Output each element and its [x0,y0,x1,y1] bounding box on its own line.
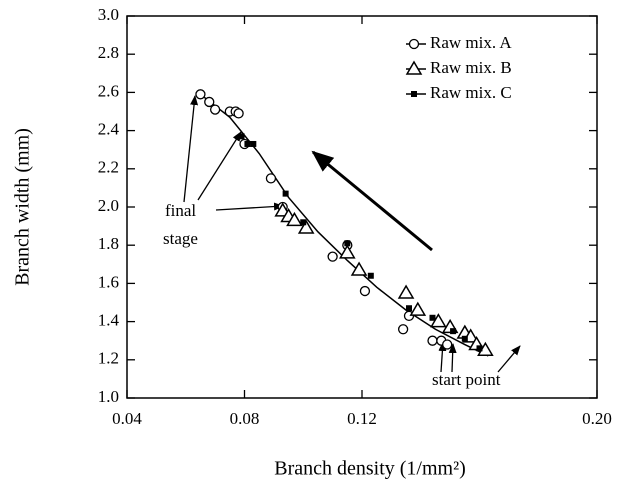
legend-label: Raw mix. C [430,83,512,102]
point [397,324,409,335]
point [238,133,245,140]
x-tick-label: 0.20 [582,409,612,428]
y-tick-label: 1.2 [98,349,119,368]
point [233,108,244,119]
y-tick-label: 2.8 [98,43,119,62]
annotation: final [165,201,196,220]
point [209,104,221,115]
point [300,219,307,226]
point [297,219,315,234]
x-axis-label: Branch density (1/mm²) [274,458,466,480]
y-axis-label: Branch width (mm) [12,128,34,286]
point [397,284,415,299]
y-tick-label: 1.0 [98,387,119,406]
point [195,89,206,100]
point [409,301,427,316]
plot-frame [126,15,598,399]
legend-label: Raw mix. A [430,33,512,52]
point [350,261,368,276]
legend-marker [405,60,423,75]
point [327,251,338,262]
point [250,140,257,147]
point [265,173,277,184]
x-tick-label: 0.04 [112,409,142,428]
y-tick-label: 1.4 [98,311,120,330]
y-tick-label: 2.4 [98,120,120,139]
point [429,314,436,321]
point [406,305,412,312]
point [359,285,371,297]
y-tick-label: 3.0 [98,5,119,24]
x-tick-label: 0.08 [230,409,260,428]
legend-label: Raw mix. B [430,58,512,77]
point [204,96,215,108]
point [476,345,483,352]
point [367,272,374,279]
annotation-arrows [183,95,521,373]
point [244,140,251,147]
point [442,339,453,350]
point [286,211,303,227]
point [450,328,457,335]
y-tick-label: 1.6 [98,272,119,291]
annotation: start point [432,370,501,389]
point [427,335,438,346]
annotation: stage [163,229,198,248]
y-tick-label: 2.0 [98,196,119,215]
point [344,240,351,247]
x-tick-label: 0.12 [347,409,377,428]
legend-marker [411,91,417,97]
point [282,190,289,197]
y-tick-label: 1.8 [98,234,119,253]
y-tick-label: 2.2 [98,158,119,177]
point [461,335,468,342]
y-tick-label: 2.6 [98,81,119,100]
legend-marker [408,38,420,50]
point [339,244,356,259]
